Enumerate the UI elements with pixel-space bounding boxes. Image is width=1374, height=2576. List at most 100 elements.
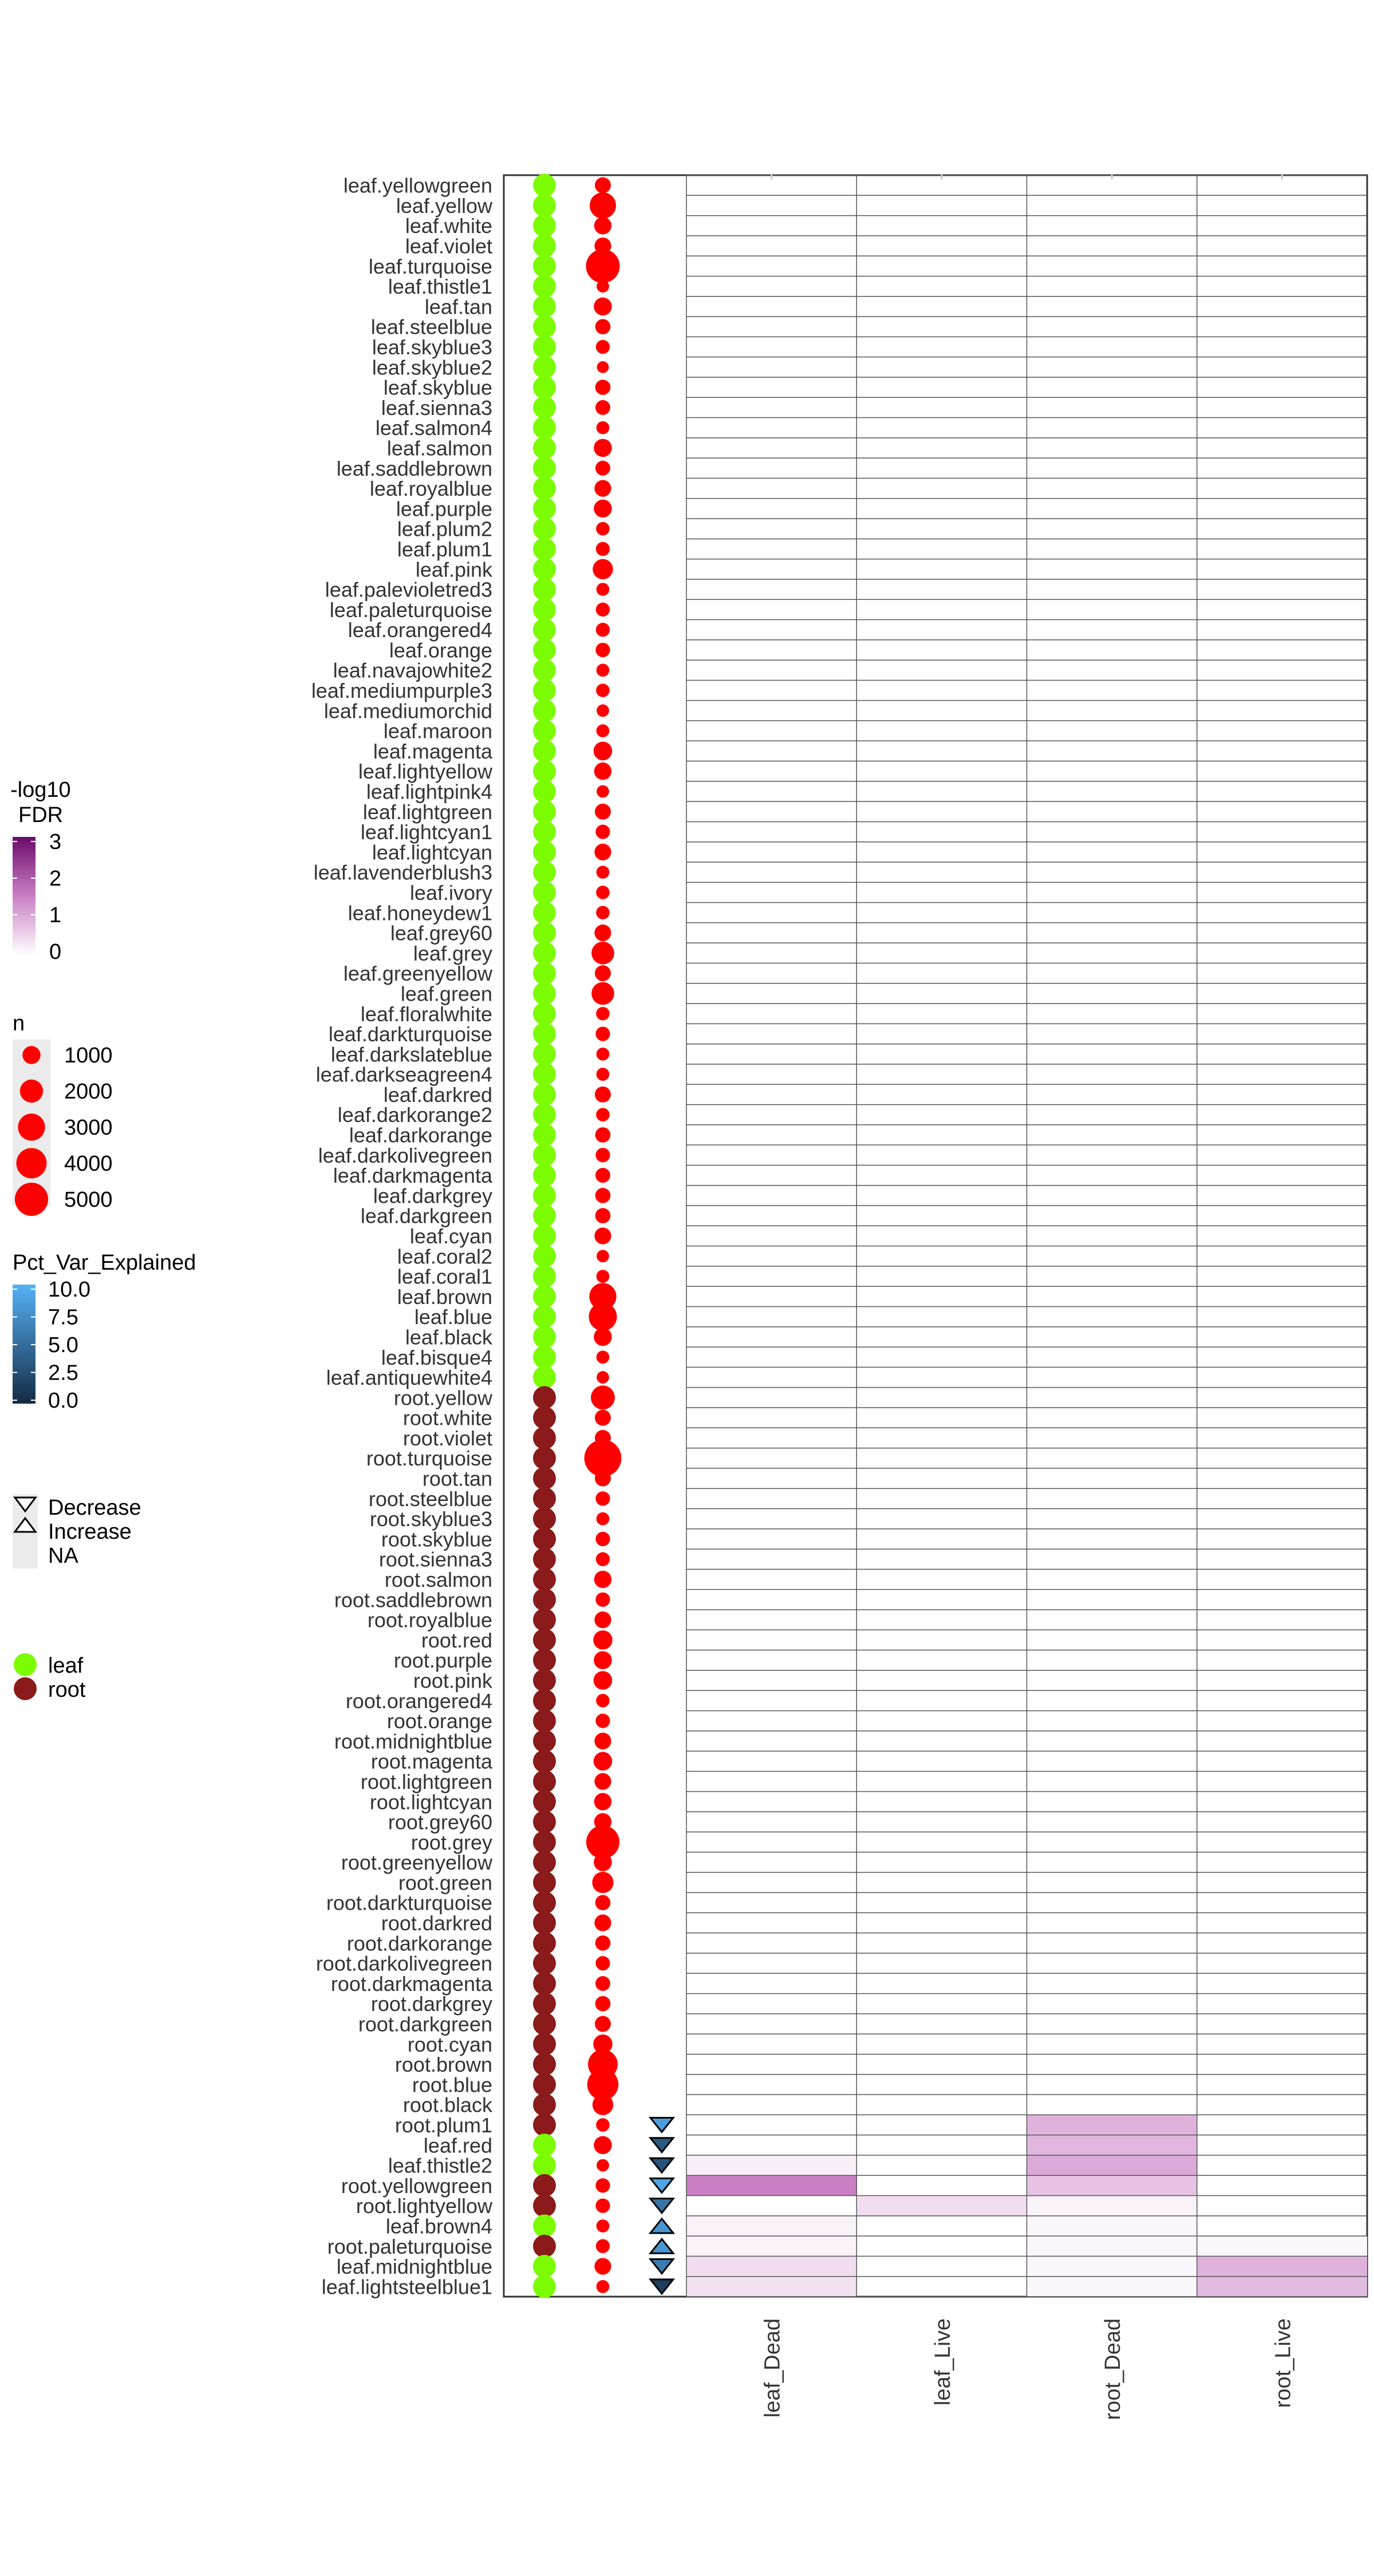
tissue-dot: [533, 1992, 556, 2016]
decrease-marker: [648, 2116, 676, 2134]
tissue-dot: [533, 436, 556, 460]
row-label: root.tan: [423, 1467, 492, 1491]
tissue-dot: [533, 335, 556, 359]
heat-cell: [686, 2175, 857, 2196]
size-dot: [587, 2069, 619, 2100]
row-label: leaf.red: [424, 2134, 492, 2157]
size-dot: [594, 1570, 612, 1589]
tissue-dot: [533, 1628, 556, 1652]
heat-cell: [1197, 2276, 1367, 2297]
size-dot: [594, 1327, 612, 1346]
row-label: root.lightgreen: [361, 1770, 492, 1793]
legend-direction-na: NA: [48, 1544, 78, 1568]
row-label: leaf.plum2: [397, 517, 492, 541]
row-label: leaf.lightyellow: [358, 760, 493, 783]
tissue-dot: [533, 1305, 556, 1329]
size-dot: [596, 1108, 610, 1122]
row-label: root.turquoise: [366, 1447, 492, 1470]
tissue-dot: [533, 2032, 556, 2056]
tissue-dot: [533, 1891, 556, 1914]
row-label: leaf.darkorange: [349, 1124, 492, 1147]
tissue-dot: [533, 578, 556, 601]
tissue-dot: [533, 2275, 556, 2298]
tissue-dot: [533, 760, 556, 783]
row-label: leaf.skyblue3: [372, 335, 492, 359]
size-dot: [596, 886, 610, 899]
row-label: leaf.bisque4: [381, 1346, 492, 1369]
tissue-dot: [533, 982, 556, 1005]
size-dot: [596, 2279, 610, 2293]
row-label: leaf.thistle2: [388, 2154, 492, 2178]
row-labels: leaf.yellowgreenleaf.yellowleaf.whitelea…: [311, 174, 493, 2299]
legend-root-dot: [14, 1677, 37, 1700]
size-dot: [596, 521, 610, 536]
size-dot: [595, 339, 610, 354]
size-dot: [593, 1752, 613, 1771]
size-dot: [584, 1439, 622, 1477]
row-label: leaf.grey: [413, 942, 492, 965]
heat-cell: [1026, 2195, 1197, 2216]
tissue-dot: [533, 1366, 556, 1389]
row-label: leaf.mediumorchid: [324, 699, 492, 722]
size-dot: [595, 1976, 610, 1991]
tissue-dot: [533, 699, 556, 722]
tissue-dot: [533, 1426, 556, 1449]
tissue-dot: [533, 1082, 556, 1106]
size-dot: [596, 1047, 610, 1061]
column-label: leaf_Dead: [761, 2318, 785, 2417]
row-label: leaf.darkseagreen4: [316, 1063, 492, 1086]
row-label: leaf.thistle1: [388, 275, 492, 298]
fdr-tick-label: 1: [49, 903, 61, 927]
row-label: root.darkgreen: [358, 2013, 492, 2036]
pct-tick-label: 2.5: [48, 1361, 78, 1385]
tissue-dots: [533, 173, 556, 2298]
row-label: leaf.white: [405, 214, 492, 238]
n-key-label: 2000: [64, 1080, 113, 1104]
size-dot: [593, 2034, 613, 2054]
row-label: leaf.saddlebrown: [337, 457, 492, 480]
heat-cell: [686, 2256, 857, 2277]
size-dot: [595, 1935, 611, 1951]
row-label: root.lightcyan: [370, 1790, 492, 1814]
row-label: root.midnightblue: [334, 1729, 492, 1753]
size-dot: [596, 1068, 610, 1081]
size-dot: [597, 785, 609, 798]
heat-cell: [686, 2215, 857, 2237]
tissue-dot: [533, 901, 556, 924]
row-label: leaf.darkslateblue: [331, 1042, 492, 1066]
row-label: leaf.salmon: [387, 436, 492, 460]
tissue-dot: [533, 1669, 556, 1692]
size-dot: [595, 1895, 611, 1911]
size-dot: [594, 1773, 611, 1790]
tissue-dot: [533, 618, 556, 642]
legend-fdr-title-2: FDR: [18, 803, 63, 827]
row-label: root.sienna3: [379, 1548, 492, 1571]
row-label: root.darkgrey: [371, 1992, 492, 2016]
tissue-dot: [533, 1608, 556, 1631]
row-label: leaf.black: [405, 1325, 493, 1349]
size-dot: [595, 1470, 611, 1487]
row-label: root.black: [403, 2093, 493, 2117]
size-dot: [595, 803, 611, 820]
row-label: root.green: [398, 1871, 492, 1894]
size-dot: [589, 1283, 617, 1310]
row-label: leaf.blue: [414, 1305, 492, 1329]
size-dot: [596, 724, 610, 737]
n-key-dot: [16, 1148, 47, 1179]
size-dot: [595, 1168, 610, 1183]
heat-cell: [1197, 2256, 1367, 2277]
tissue-dot: [533, 558, 556, 581]
size-dot: [595, 542, 610, 556]
tissue-dot: [533, 1769, 556, 1793]
size-dot: [595, 400, 610, 415]
tissue-dot: [533, 658, 556, 682]
size-dot: [595, 824, 610, 839]
size-dot: [596, 2118, 610, 2132]
row-label: leaf.skyblue: [384, 376, 492, 400]
heat-cell: [1026, 2236, 1197, 2257]
row-label: root.orangered4: [346, 1689, 492, 1713]
size-dot: [596, 1270, 610, 1283]
size-dot: [595, 965, 611, 982]
size-dot: [595, 1956, 610, 1971]
size-dot: [594, 762, 612, 780]
